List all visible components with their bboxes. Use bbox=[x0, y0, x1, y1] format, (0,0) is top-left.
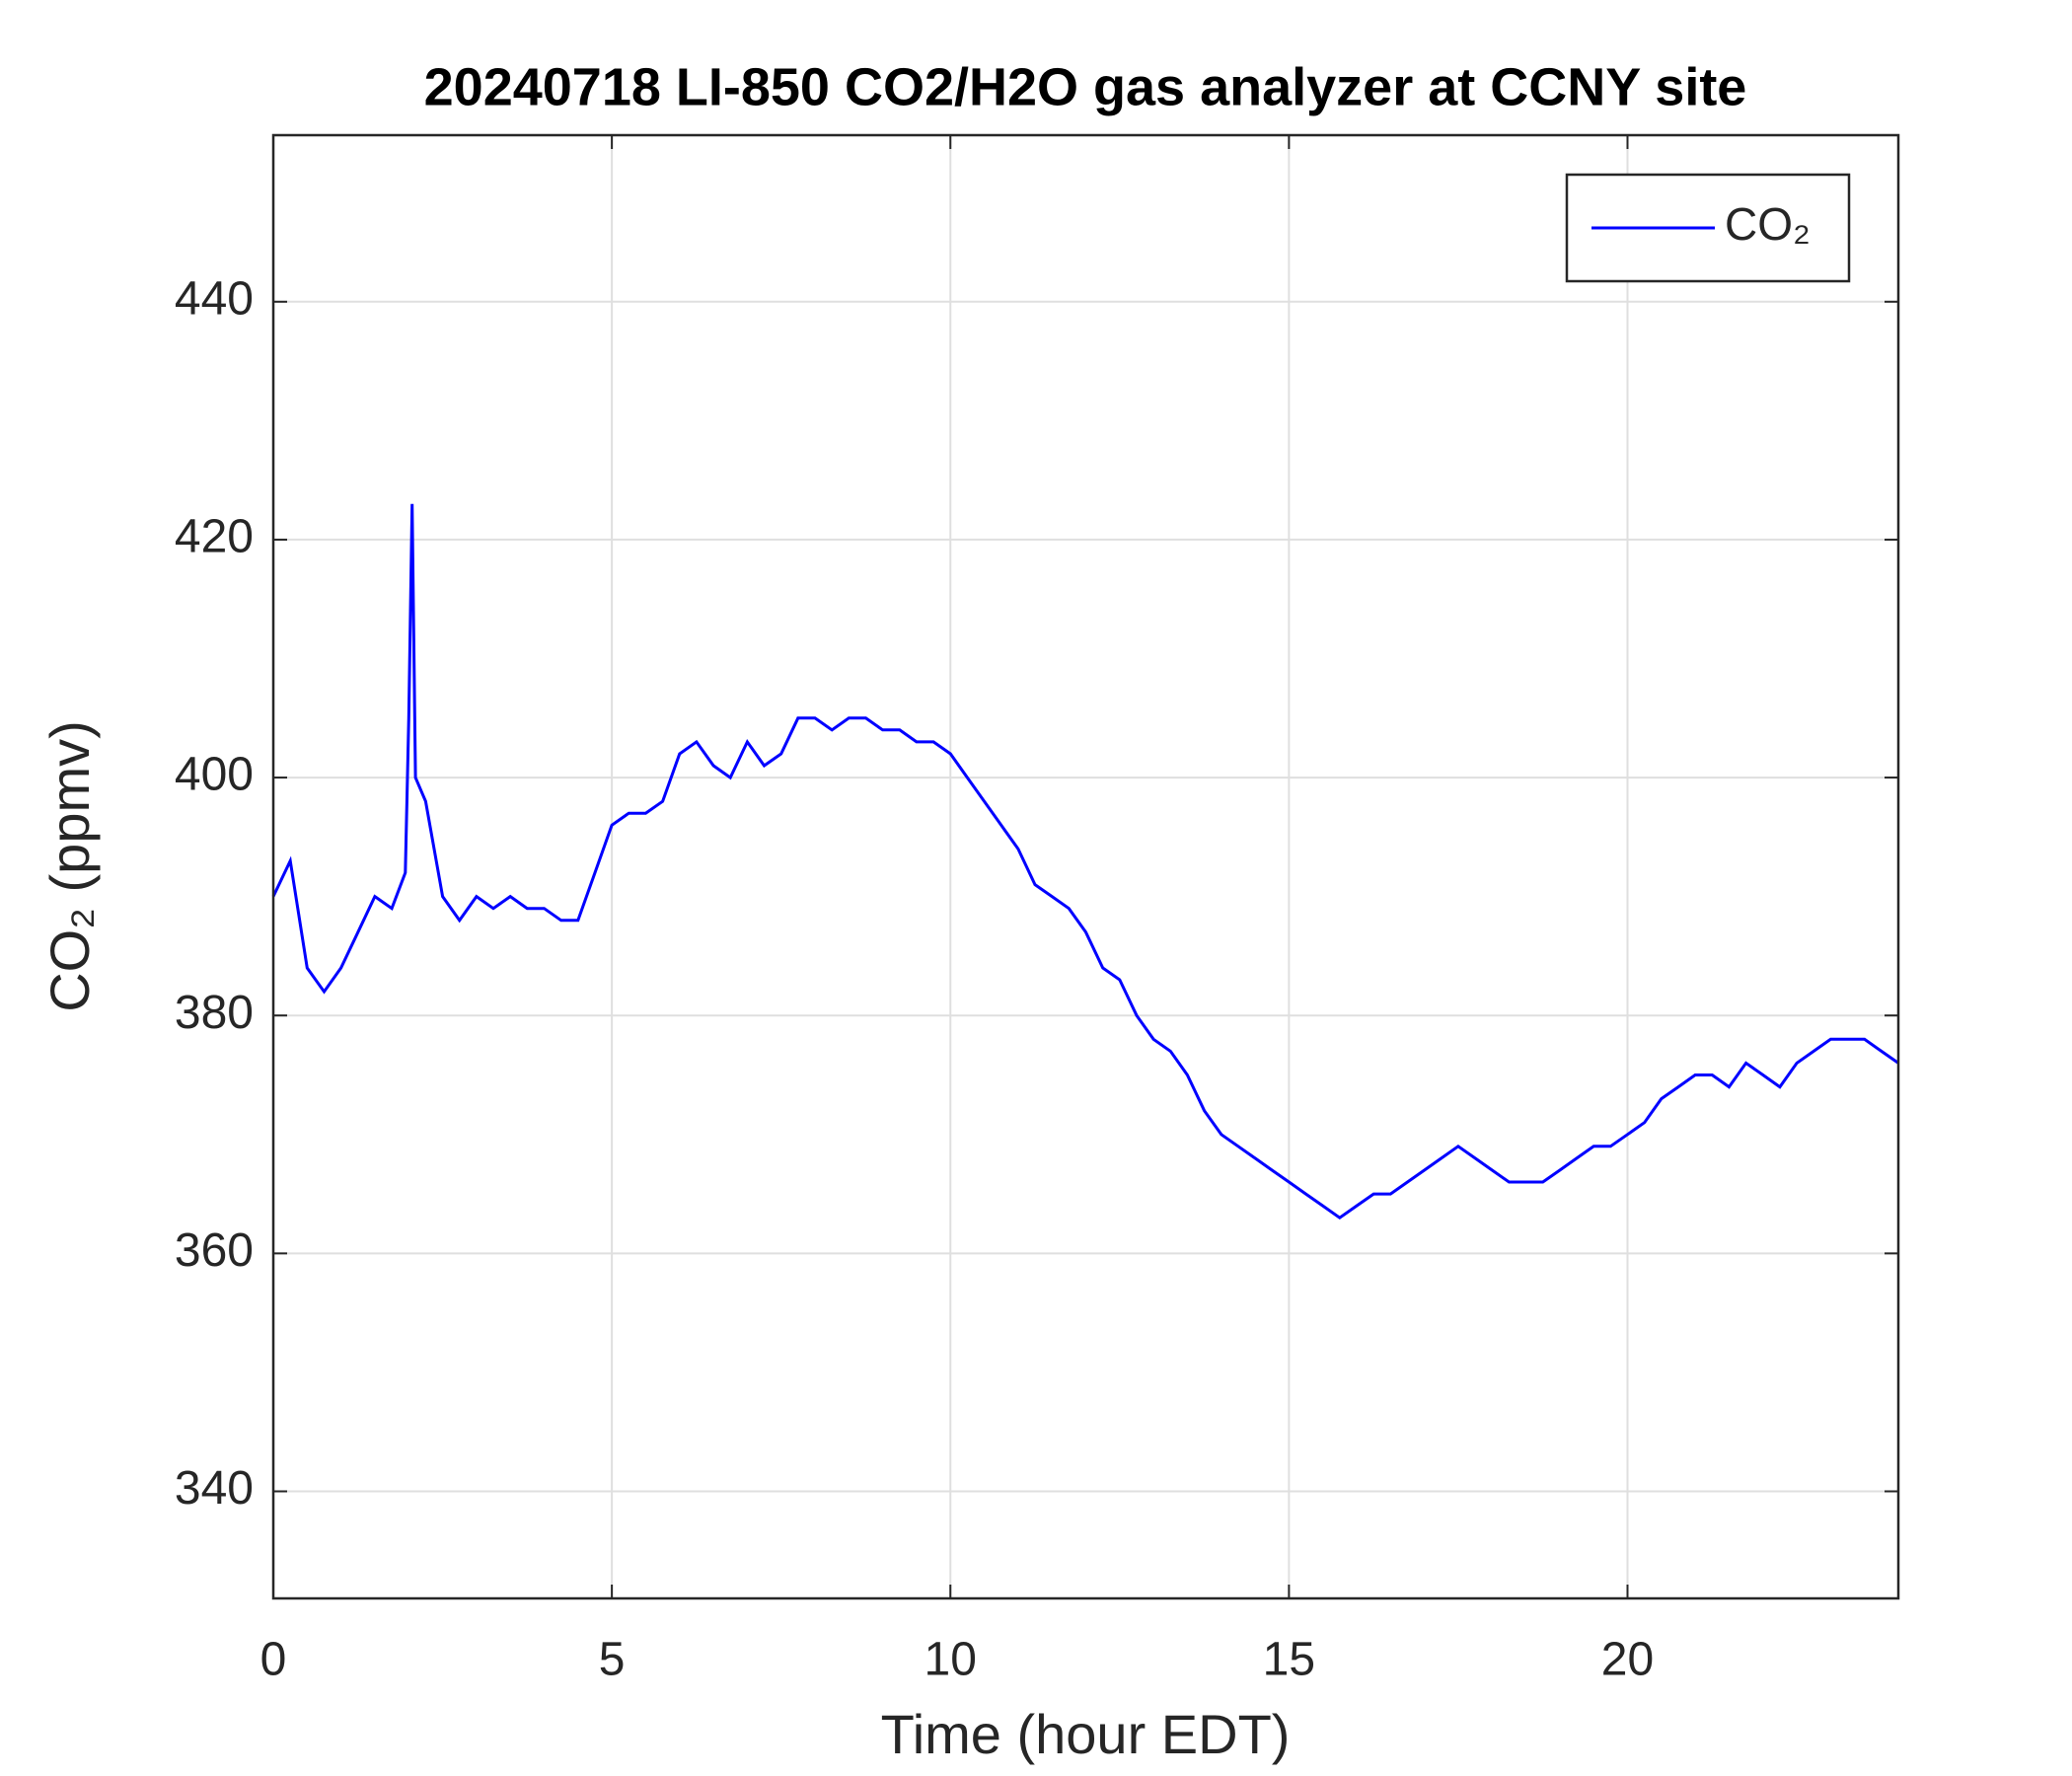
x-tick-label: 0 bbox=[260, 1634, 287, 1686]
y-tick-label: 440 bbox=[175, 272, 254, 325]
y-axis-label: CO₂ (ppmv) bbox=[38, 720, 101, 1012]
y-tick-label: 420 bbox=[175, 511, 254, 563]
legend: CO₂ bbox=[1565, 173, 1851, 283]
x-tick-label: 5 bbox=[599, 1634, 626, 1686]
y-tick-label: 380 bbox=[175, 987, 254, 1039]
x-tick-label: 10 bbox=[925, 1634, 977, 1686]
x-tick-label: 20 bbox=[1601, 1634, 1654, 1686]
chart-title: 20240718 LI-850 CO2/H2O gas analyzer at … bbox=[424, 57, 1747, 116]
y-tick-label: 340 bbox=[175, 1462, 254, 1515]
x-axis-label: Time (hour EDT) bbox=[881, 1703, 1291, 1765]
x-tick-label: 15 bbox=[1263, 1634, 1315, 1686]
y-tick-label: 400 bbox=[175, 749, 254, 801]
data-line bbox=[271, 503, 1899, 1221]
y-tick-label: 360 bbox=[175, 1224, 254, 1277]
plot-frame bbox=[271, 133, 1900, 1600]
legend-label: CO₂ bbox=[1725, 198, 1811, 250]
